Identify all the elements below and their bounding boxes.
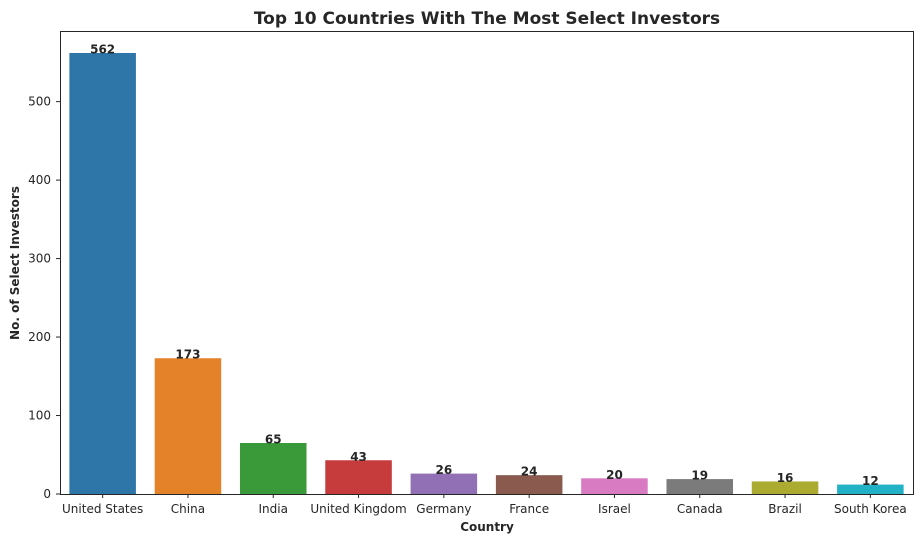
bar	[837, 484, 904, 494]
x-tick-label: China	[171, 502, 205, 516]
bar	[666, 479, 734, 494]
bar	[410, 473, 478, 494]
x-tick-label: Germany	[416, 502, 471, 516]
y-axis-label: No. of Select Investors	[8, 186, 22, 340]
bar-value-label: 24	[521, 465, 538, 479]
y-tick-label: 300	[28, 252, 51, 266]
chart-title: Top 10 Countries With The Most Select In…	[254, 9, 720, 29]
bar-value-label: 43	[350, 450, 367, 464]
bars: 562 173 65 43 26 24 20 19 16 12	[69, 42, 904, 495]
bar-value-label: 12	[862, 474, 879, 488]
x-axis: United States China India United Kingdom Ger…	[62, 494, 907, 516]
x-axis-label: Country	[460, 520, 514, 534]
bar-value-label: 562	[90, 42, 115, 56]
bar	[154, 358, 222, 494]
bar	[325, 460, 392, 494]
bar	[495, 475, 563, 494]
plot-area-frame	[60, 31, 914, 495]
y-tick-label: 400	[28, 173, 51, 187]
x-tick-label: United Kingdom	[310, 502, 406, 516]
bar-value-label: 173	[175, 348, 200, 362]
y-axis: 0 100 200 300 400 500	[28, 95, 60, 501]
bar	[239, 442, 307, 494]
x-tick-label: Brazil	[768, 502, 802, 516]
bar-value-label: 19	[691, 469, 708, 483]
y-tick-label: 0	[43, 487, 51, 501]
bar-value-label: 20	[606, 468, 623, 482]
x-tick-label: South Korea	[834, 502, 907, 516]
x-tick-label: Israel	[598, 502, 631, 516]
bar-value-label: 26	[435, 463, 452, 477]
bar	[751, 481, 819, 494]
x-tick-label: India	[259, 502, 288, 516]
y-tick-label: 500	[28, 95, 51, 109]
y-tick-label: 200	[28, 330, 51, 344]
x-tick-label: France	[509, 502, 549, 516]
bar-value-label: 16	[777, 471, 794, 485]
bar-value-label: 65	[265, 432, 282, 446]
bar	[581, 478, 648, 494]
x-tick-label: United States	[62, 502, 143, 516]
bar	[69, 52, 136, 495]
y-tick-label: 100	[28, 409, 51, 423]
x-tick-label: Canada	[677, 502, 723, 516]
